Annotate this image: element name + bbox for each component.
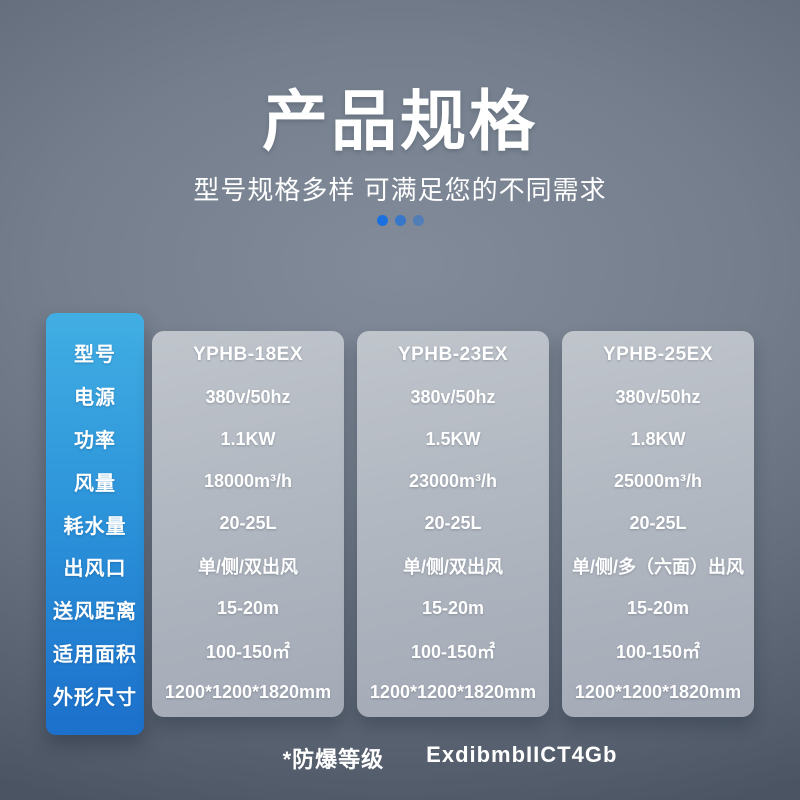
spec-value-air-outlet: 单/侧/双出风 [402,557,503,578]
product-column-yphb-18ex: YPHB-18EX 380v/50hz 1.1KW 18000m³/h 20-2… [152,331,344,717]
row-label-airflow: 风量 [74,472,116,495]
carousel-dot[interactable] [394,215,406,226]
spec-value-dimensions: 1200*1200*1820mm [369,682,537,703]
spec-value-airflow: 18000m³/h [203,471,293,492]
product-column-yphb-25ex: YPHB-25EX 380v/50hz 1.8KW 25000m³/h 20-2… [562,331,754,717]
row-label-power-supply: 电源 [74,386,116,409]
spec-value-airflow: 23000m³/h [408,471,498,492]
row-label-dimensions: 外形尺寸 [53,687,137,710]
spec-value-applicable-area: 100-150㎡ [615,641,701,662]
spec-value-water-consumption: 20-25L [424,513,482,534]
spec-value-power-supply: 380v/50hz [615,386,701,407]
spec-value-power-supply: 380v/50hz [410,386,496,407]
row-label-power: 功率 [74,429,116,452]
product-model: YPHB-25EX [602,344,714,366]
carousel-dot-active[interactable] [376,215,388,226]
page-subtitle: 型号规格多样 可满足您的不同需求 [193,175,607,205]
row-label-air-outlet: 出风口 [63,558,127,581]
product-columns: YPHB-18EX 380v/50hz 1.1KW 18000m³/h 20-2… [152,331,754,717]
spec-value-air-supply-distance: 15-20m [216,597,280,618]
spec-value-air-outlet: 单/侧/双出风 [197,557,298,578]
product-model: YPHB-23EX [397,344,509,366]
product-column-yphb-23ex: YPHB-23EX 380v/50hz 1.5KW 23000m³/h 20-2… [357,331,549,717]
spec-table: 型号 电源 功率 风量 耗水量 出风口 送风距离 适用面积 外形尺寸 YPHB-… [46,313,754,735]
spec-value-air-supply-distance: 15-20m [421,597,485,618]
spec-value-power: 1.5KW [425,429,481,450]
spec-value-applicable-area: 100-150㎡ [205,641,291,662]
spec-value-water-consumption: 20-25L [219,513,277,534]
spec-value-air-outlet: 单/侧/多（六面）出风 [571,557,744,578]
spec-value-dimensions: 1200*1200*1820mm [574,682,742,703]
row-label-applicable-area: 适用面积 [53,644,137,667]
spec-value-airflow: 25000m³/h [613,471,703,492]
spec-value-water-consumption: 20-25L [629,513,687,534]
spec-value-power: 1.8KW [630,429,686,450]
row-label-model: 型号 [74,343,116,366]
carousel-dots [0,215,800,226]
spec-value-power: 1.1KW [220,429,276,450]
row-label-air-supply-distance: 送风距离 [53,601,137,624]
footnote-value: ExdibmbIICT4Gb [426,742,618,767]
product-model: YPHB-18EX [192,344,304,366]
spec-label-column: 型号 电源 功率 风量 耗水量 出风口 送风距离 适用面积 外形尺寸 [46,313,144,735]
spec-value-air-supply-distance: 15-20m [626,597,690,618]
page-title: 产品规格 [262,84,538,158]
spec-value-power-supply: 380v/50hz [205,386,291,407]
spec-value-applicable-area: 100-150㎡ [410,641,496,662]
footnote: *防爆等级 ExdibmbIICT4Gb [50,742,800,774]
carousel-dot[interactable] [412,215,424,226]
footnote-label: *防爆等级 [282,747,385,772]
row-label-water-consumption: 耗水量 [63,515,127,538]
spec-value-dimensions: 1200*1200*1820mm [164,682,332,703]
